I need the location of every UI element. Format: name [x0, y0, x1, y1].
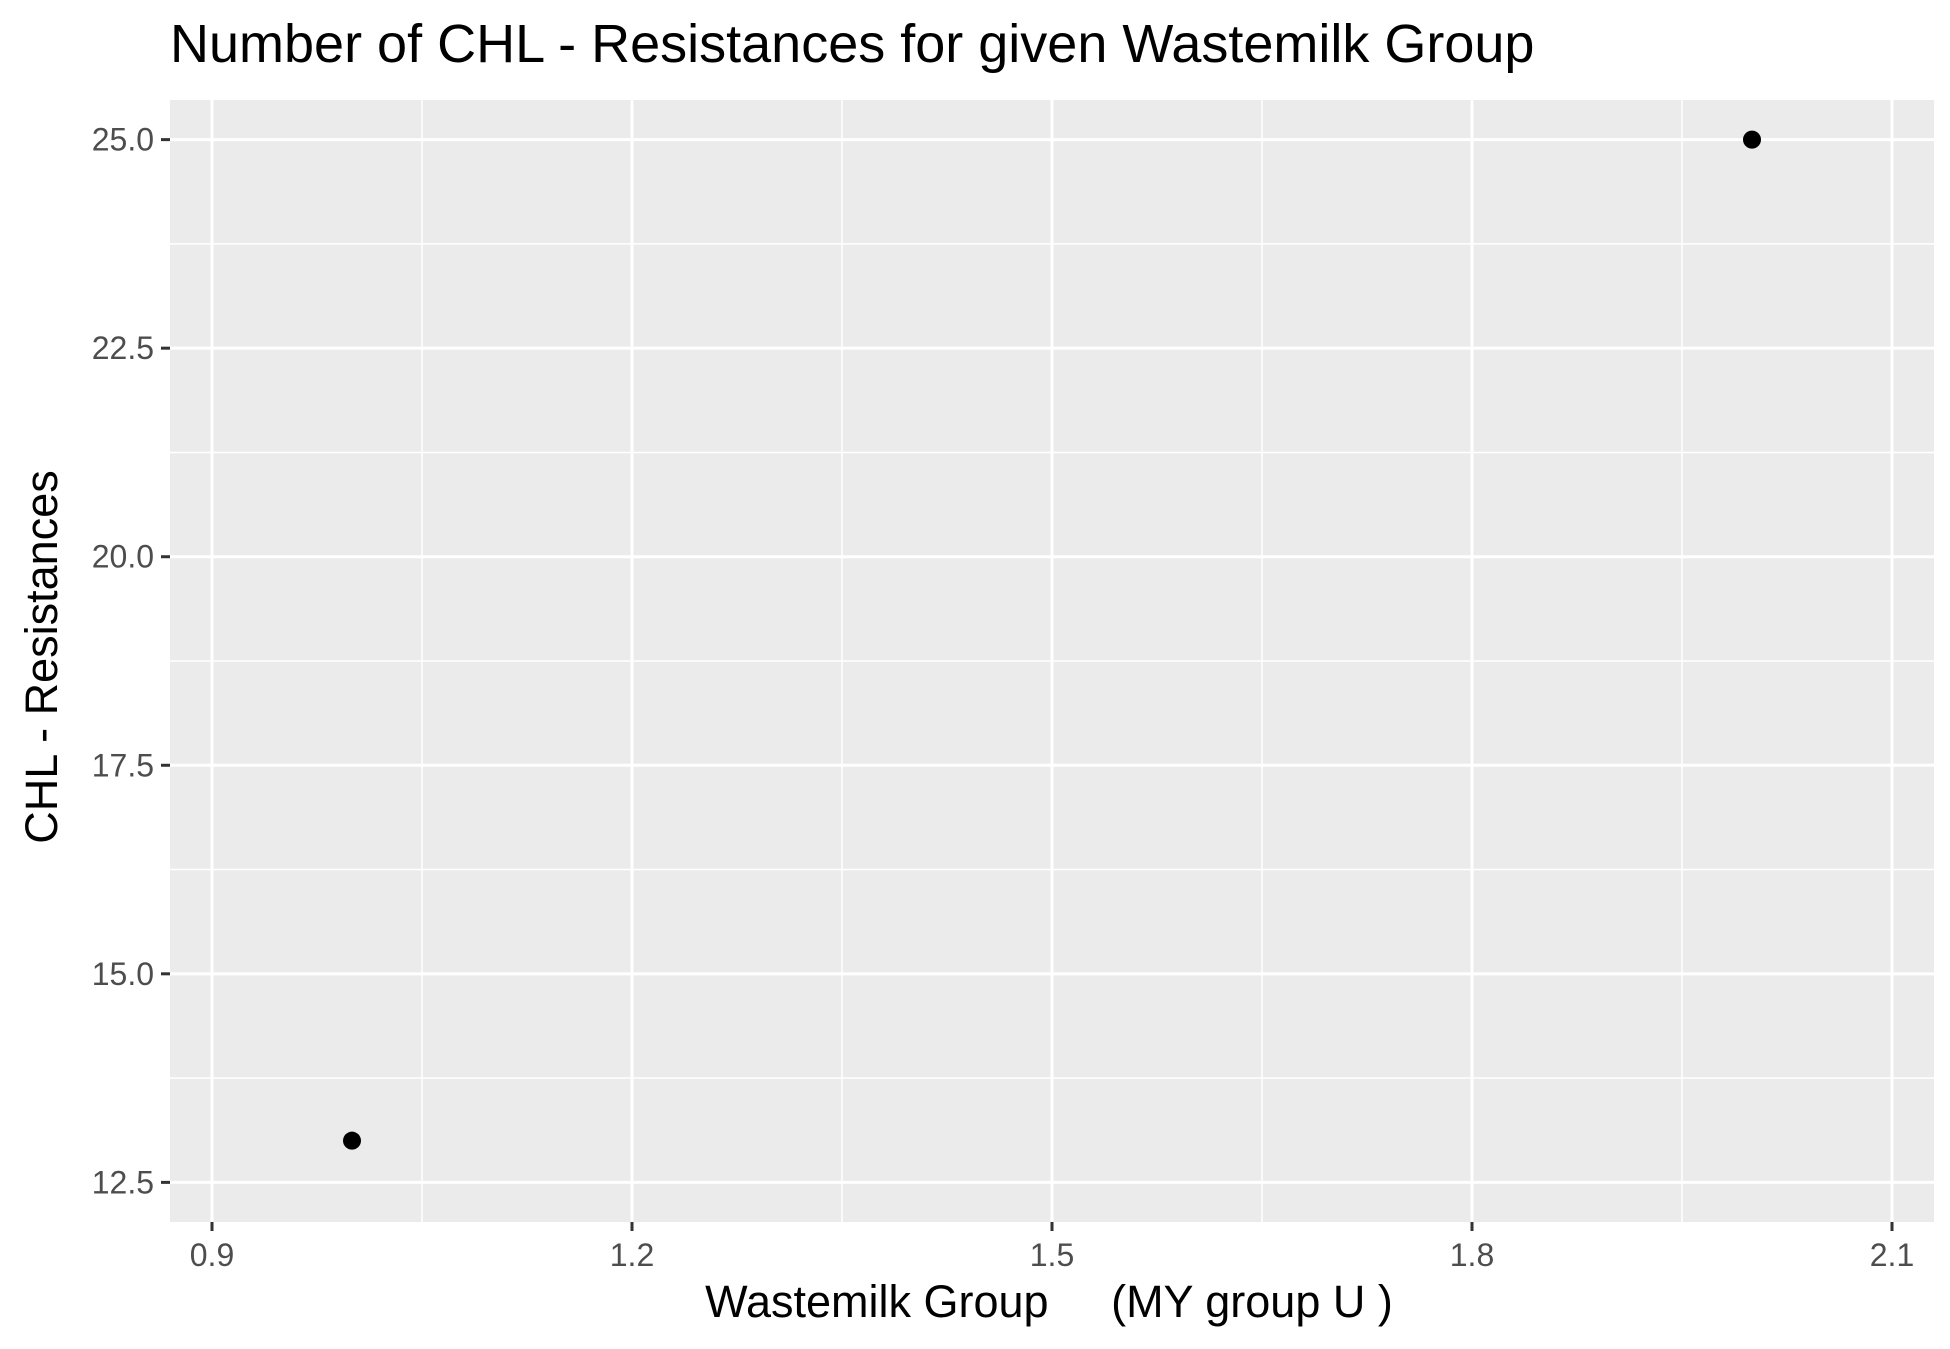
x-tick-label: 1.2 [610, 1237, 654, 1273]
y-tick-label: 15.0 [92, 956, 154, 992]
x-tick-label: 1.8 [1450, 1237, 1494, 1273]
y-axis-title: CHL - Resistances [16, 470, 67, 843]
x-axis-title: Wastemilk Group (MY group U ) [705, 1276, 1393, 1327]
data-point [1743, 130, 1761, 149]
data-points [343, 130, 1761, 1150]
x-tick-label: 0.9 [190, 1237, 234, 1273]
chart-title: Number of CHL - Resistances for given Wa… [170, 14, 1534, 74]
y-axis-ticks: 12.5 15.0 17.5 20.0 22.5 25.0 [92, 122, 170, 1200]
y-tick-label: 20.0 [92, 539, 154, 575]
data-point [343, 1131, 361, 1150]
x-tick-label: 2.1 [1870, 1237, 1914, 1273]
x-axis-ticks: 0.9 1.2 1.5 1.8 2.1 [190, 1222, 1914, 1273]
y-tick-label: 25.0 [92, 122, 154, 158]
y-tick-label: 12.5 [92, 1164, 154, 1200]
y-tick-label: 22.5 [92, 330, 154, 366]
x-tick-label: 1.5 [1030, 1237, 1074, 1273]
grid-major-lines [170, 100, 1934, 1222]
y-tick-label: 17.5 [92, 747, 154, 783]
